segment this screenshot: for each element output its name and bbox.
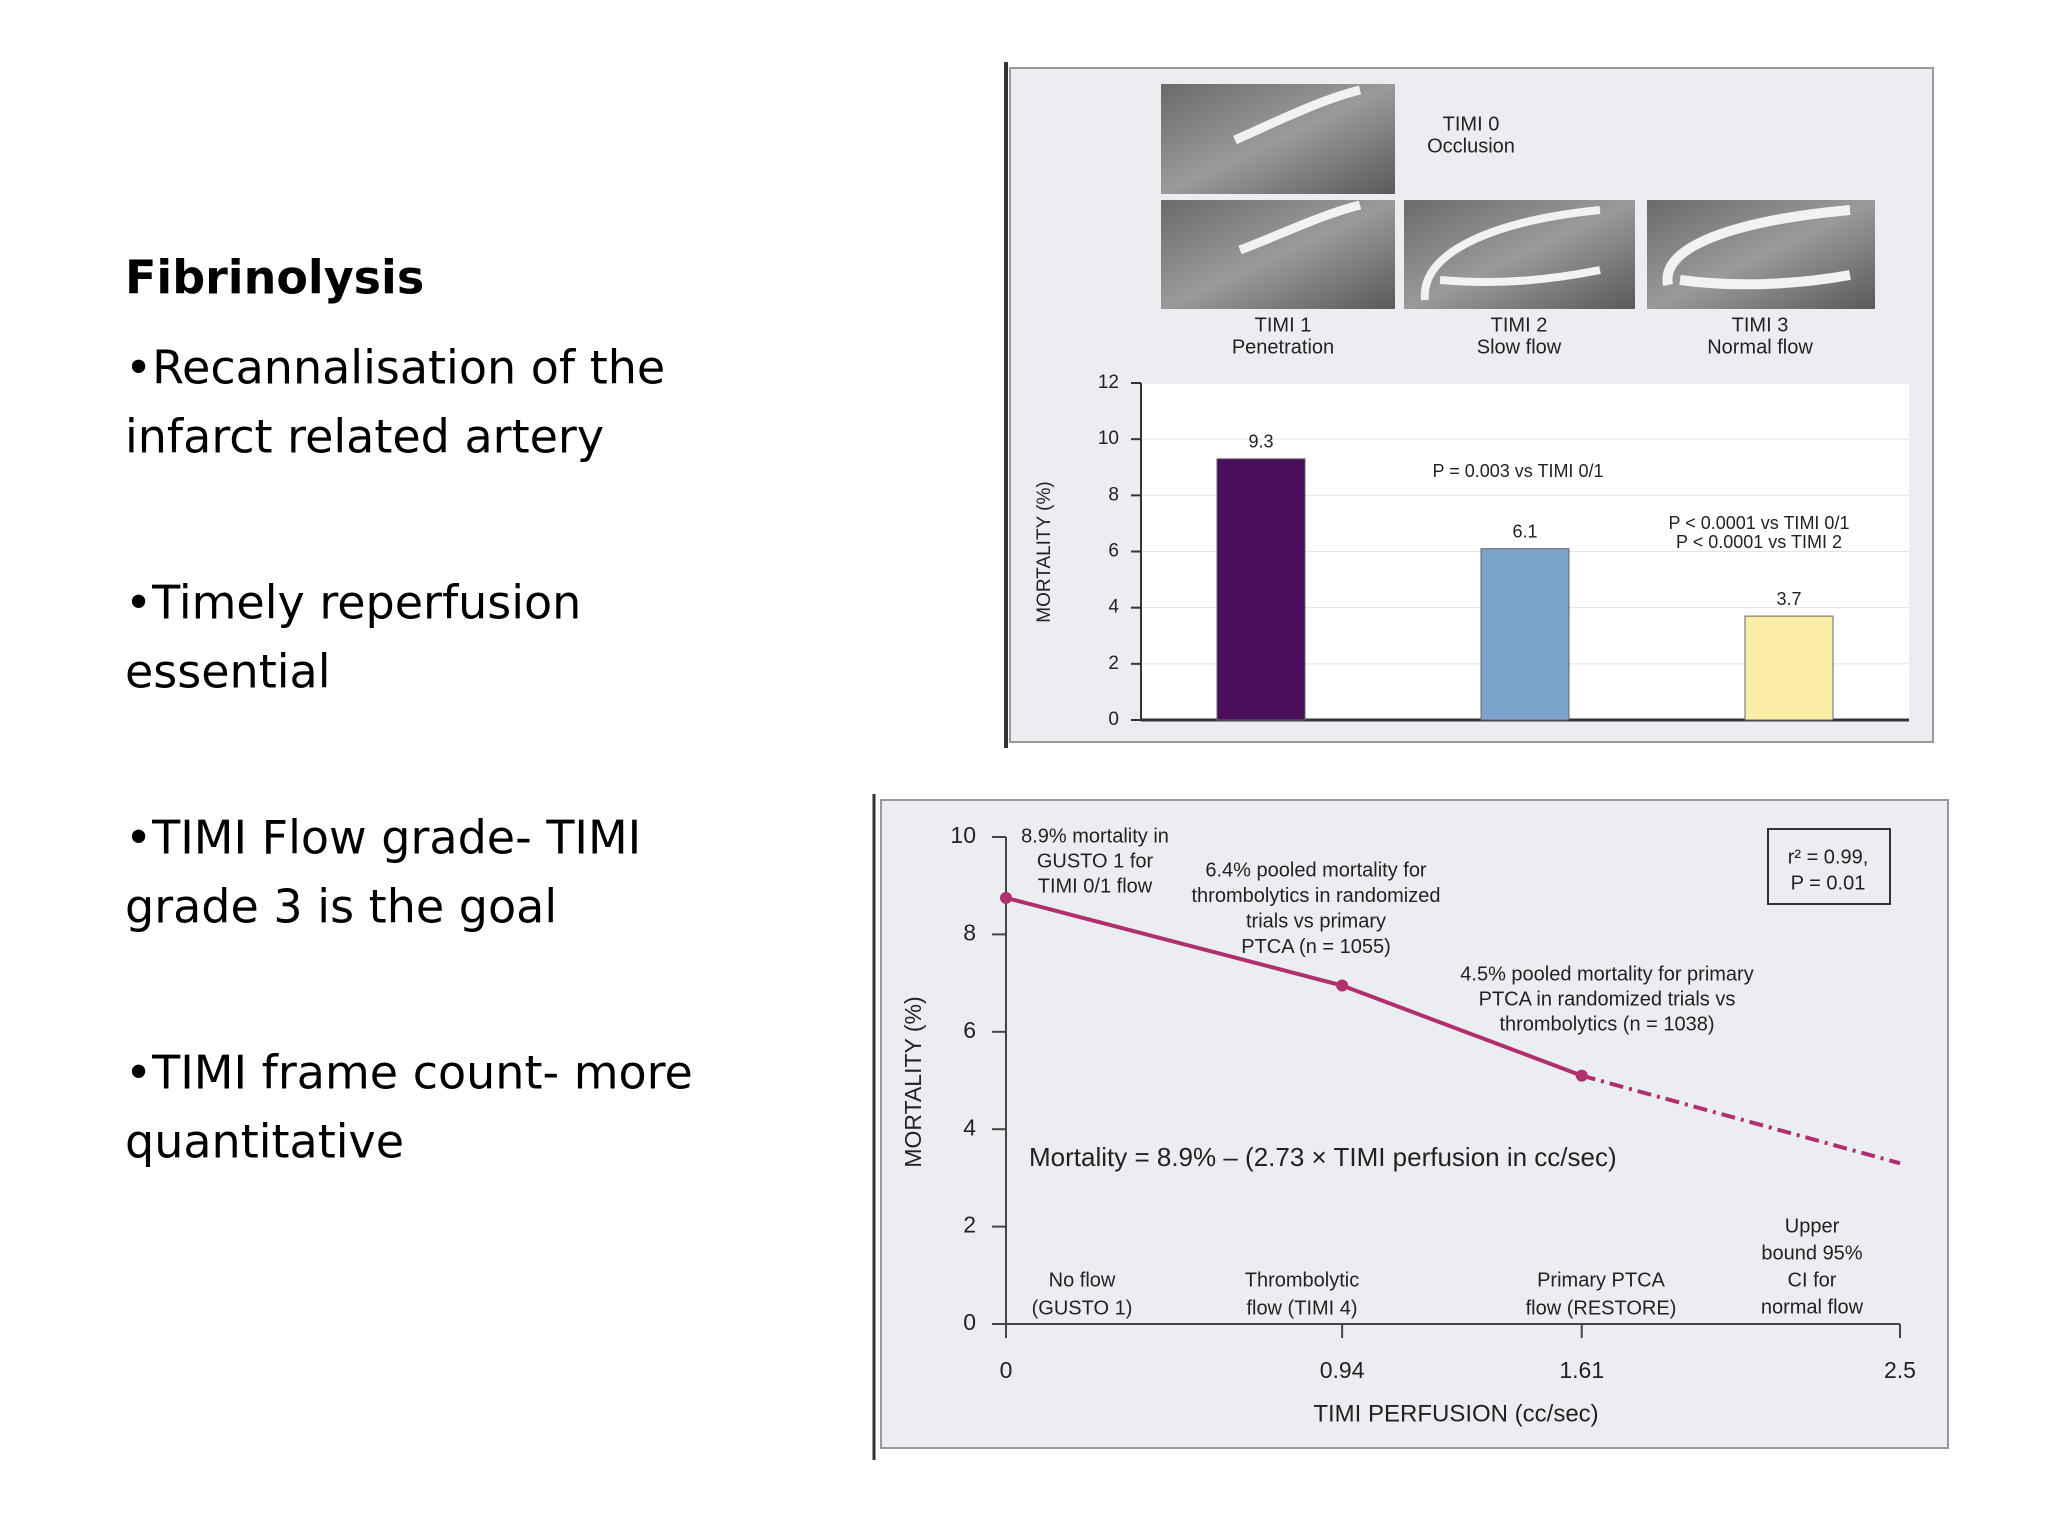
- annotation: P < 0.0001 vs TIMI 2: [1676, 532, 1842, 552]
- y-tick-label: 4: [963, 1114, 976, 1140]
- point: [1000, 891, 1012, 904]
- bar: [1744, 615, 1834, 721]
- bullet-line: •Recannalisation of the: [125, 341, 665, 395]
- value-label: 6.1: [1512, 521, 1537, 541]
- bar: [1480, 548, 1570, 721]
- heading: Fibrinolysis: [125, 251, 424, 305]
- image-caption: TIMI 1: [1255, 314, 1312, 336]
- y-tick-label: 12: [1098, 372, 1119, 393]
- annotation: Primary PTCA: [1537, 1269, 1665, 1291]
- annotation: normal flow: [1761, 1296, 1864, 1318]
- y-tick-label: 2: [1108, 653, 1119, 674]
- annotation: flow (TIMI 4): [1246, 1297, 1357, 1319]
- value-label: 3.7: [1776, 589, 1801, 609]
- image-caption: Penetration: [1232, 336, 1334, 358]
- annotation: r² = 0.99,: [1788, 846, 1869, 868]
- annotation: 8.9% mortality in: [1021, 825, 1169, 847]
- value-label: 9.3: [1248, 432, 1273, 452]
- bullet-line: •TIMI Flow grade- TIMI: [125, 811, 641, 865]
- stats-box: [1767, 828, 1891, 905]
- y-tick-label: 10: [1098, 428, 1119, 449]
- y-tick-label: 0: [963, 1309, 976, 1335]
- y-tick-label: 10: [950, 822, 976, 848]
- annotation: 6.4% pooled mortality for: [1205, 859, 1427, 881]
- annotation: trials vs primary: [1246, 910, 1386, 932]
- bullet-line: •TIMI frame count- more: [125, 1046, 693, 1100]
- bullet-line: essential: [125, 645, 330, 699]
- bullet-line: •Timely reperfusion: [125, 576, 581, 630]
- annotation: GUSTO 1 for: [1037, 850, 1154, 872]
- x-axis-label: TIMI PERFUSION (cc/sec): [1313, 1400, 1598, 1427]
- annotation: PTCA in randomized trials vs: [1479, 988, 1736, 1010]
- image-caption: Occlusion: [1427, 135, 1515, 157]
- point: [1336, 979, 1349, 992]
- x-tick-label: 2.5: [1884, 1357, 1916, 1383]
- annotation: P < 0.0001 vs TIMI 0/1: [1669, 513, 1850, 533]
- angiogram: [1161, 84, 1875, 309]
- x-tick-label: 1.61: [1559, 1357, 1604, 1383]
- image-caption: TIMI 3: [1732, 314, 1789, 336]
- line-series: [1581, 1073, 1901, 1166]
- x-tick-label: 0.94: [1320, 1357, 1365, 1383]
- annotation: TIMI 0/1 flow: [1038, 875, 1153, 897]
- bullet-line: quantitative: [125, 1115, 404, 1169]
- annotation: (GUSTO 1): [1032, 1297, 1133, 1319]
- y-tick-label: 2: [963, 1212, 976, 1238]
- annotation: CI for: [1788, 1269, 1837, 1291]
- y-axis-label: MORTALITY (%): [1034, 481, 1055, 622]
- bullet-line: grade 3 is the goal: [125, 880, 557, 934]
- annotation: thrombolytics (n = 1038): [1499, 1013, 1714, 1035]
- annotation: flow (RESTORE): [1526, 1297, 1677, 1319]
- y-tick-label: 6: [963, 1017, 976, 1043]
- image-caption: Slow flow: [1477, 336, 1562, 358]
- y-tick-label: 0: [1108, 709, 1119, 730]
- x-tick-label: 0: [1000, 1357, 1013, 1383]
- annotation: Upper: [1785, 1215, 1840, 1237]
- figure-panel: [880, 799, 1949, 1449]
- bullet-line: infarct related artery: [125, 410, 604, 464]
- annotation: bound 95%: [1761, 1242, 1862, 1264]
- y-tick-label: 8: [1108, 484, 1119, 505]
- image-caption: TIMI 0: [1443, 113, 1500, 135]
- annotation: 4.5% pooled mortality for primary: [1460, 963, 1753, 985]
- annotation: No flow: [1049, 1269, 1116, 1291]
- y-tick-label: 8: [963, 919, 976, 945]
- bar: [1216, 458, 1306, 721]
- annotation: P = 0.01: [1791, 872, 1866, 894]
- annotation: thrombolytics in randomized: [1192, 885, 1441, 907]
- image-caption: Normal flow: [1707, 336, 1813, 358]
- image-caption: TIMI 2: [1491, 314, 1548, 336]
- annotation: Mortality = 8.9% – (2.73 × TIMI perfusio…: [1029, 1142, 1617, 1172]
- y-axis-label: MORTALITY (%): [900, 996, 926, 1167]
- y-tick-label: 6: [1108, 541, 1119, 562]
- bullet-list: •Recannalisation of the infarct related a…: [125, 341, 693, 1169]
- y-tick-label: 4: [1108, 597, 1119, 618]
- annotation: PTCA (n = 1055): [1241, 936, 1391, 958]
- annotation: P = 0.003 vs TIMI 0/1: [1433, 461, 1604, 481]
- annotation: Thrombolytic: [1245, 1269, 1359, 1291]
